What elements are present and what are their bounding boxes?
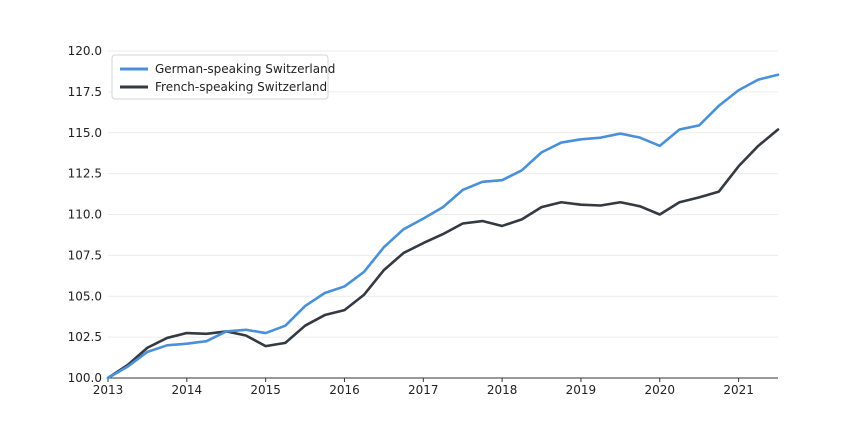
- legend: German-speaking Switzerland French-speak…: [111, 54, 335, 100]
- x-tick-label: 2017: [408, 383, 439, 397]
- x-tick-label: 2019: [566, 383, 597, 397]
- x-tick-label: 2015: [250, 383, 281, 397]
- y-tick-label: 102.5: [68, 330, 102, 344]
- x-tick-label: 2018: [487, 383, 518, 397]
- legend-label-french: French-speaking Switzerland: [155, 80, 327, 94]
- legend-label-german: German-speaking Switzerland: [155, 62, 335, 76]
- y-tick-label: 105.0: [68, 289, 102, 303]
- y-tick-label: 112.5: [68, 167, 102, 181]
- series-line-french: [106, 128, 780, 380]
- axes: 100.0 102.5 105.0 107.5 110.0 112.5 115.0 117.5…: [68, 44, 778, 397]
- y-tick-label: 110.0: [68, 208, 102, 222]
- series-line-german: [106, 73, 780, 380]
- y-tick-label: 117.5: [68, 85, 102, 99]
- series-lines: [106, 73, 780, 380]
- x-tick-label: 2021: [723, 383, 754, 397]
- x-tick-label: 2014: [172, 383, 203, 397]
- legend-box: [111, 54, 329, 100]
- x-tick-label: 2020: [644, 383, 675, 397]
- y-tick-label: 115.0: [68, 126, 102, 140]
- y-tick-label: 100.0: [68, 371, 102, 385]
- y-tick-label: 107.5: [68, 248, 102, 262]
- x-tick-label: 2013: [93, 383, 124, 397]
- x-tick-label: 2016: [329, 383, 360, 397]
- y-tick-label: 120.0: [68, 44, 102, 58]
